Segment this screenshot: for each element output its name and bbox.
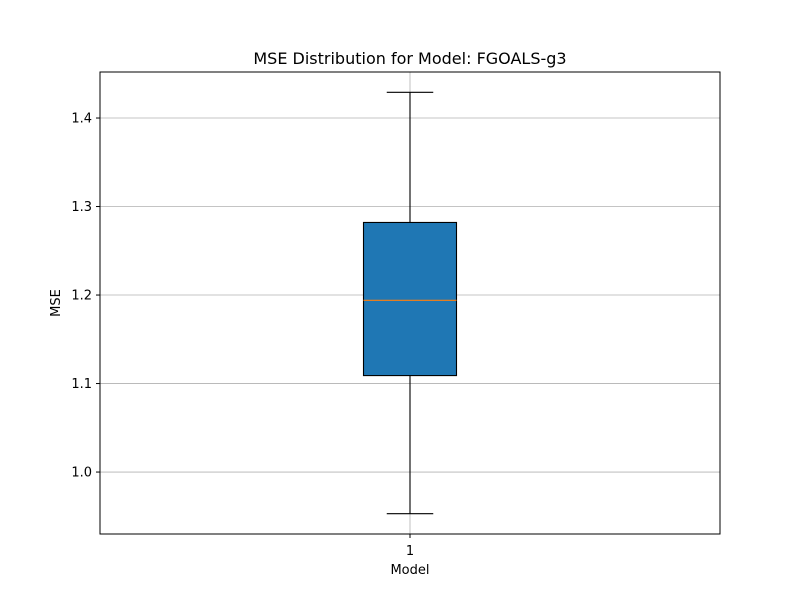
y-tick-label: 1.4 (71, 112, 92, 127)
y-axis-label: MSE (49, 289, 64, 317)
box-plot-area (362, 91, 458, 515)
iqr-box (362, 221, 458, 377)
x-axis: 1 (406, 534, 414, 559)
y-tick-label: 1.1 (71, 377, 92, 392)
y-tick-label: 1.2 (71, 289, 92, 304)
x-tick-label: 1 (406, 544, 414, 559)
y-tick-label: 1.0 (71, 466, 92, 481)
y-tick-label: 1.3 (71, 200, 92, 215)
chart-title: MSE Distribution for Model: FGOALS-g3 (253, 49, 566, 68)
x-axis-label: Model (390, 563, 429, 578)
box-group (362, 91, 458, 515)
y-axis: 1.0 1.1 1.2 1.3 1.4 (71, 112, 100, 481)
